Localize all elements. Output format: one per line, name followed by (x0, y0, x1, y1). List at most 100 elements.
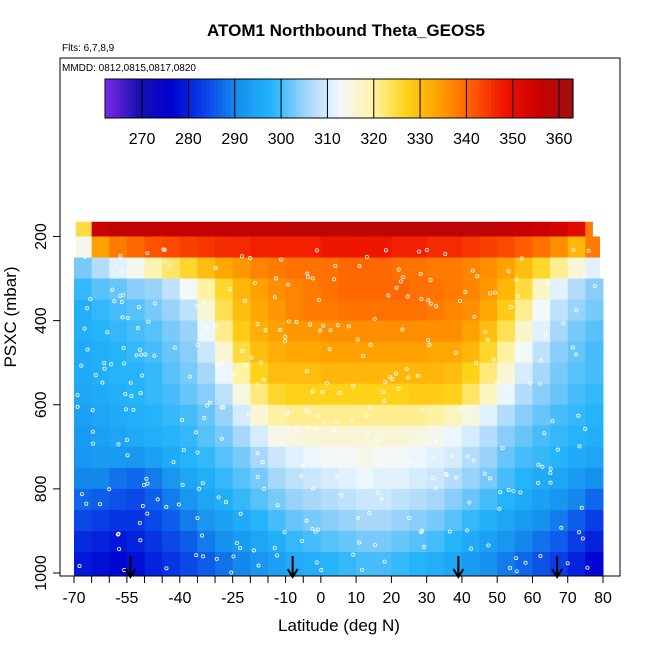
observation-point (418, 530, 423, 535)
heatmap-cell (91, 236, 110, 259)
observation-point (350, 417, 355, 422)
heatmap-cell (444, 341, 463, 364)
heatmap-cell (585, 341, 604, 364)
heatmap-cell (109, 488, 128, 511)
heatmap-cell (444, 446, 463, 469)
colorbar-segment (218, 79, 223, 118)
colorbar-segment (385, 79, 391, 118)
colorbar-segment (475, 79, 480, 118)
observation-point (500, 446, 505, 451)
heatmap-cell (215, 362, 234, 385)
colorbar-segment (452, 79, 457, 118)
heatmap-cell (215, 341, 234, 364)
heatmap-cell (479, 320, 498, 343)
colorbar-segment (159, 79, 165, 118)
observation-point (331, 277, 336, 282)
x-tick-label: 70 (559, 590, 577, 607)
colorbar-segment (144, 79, 149, 118)
heatmap-cell (320, 446, 339, 469)
heatmap-cell (426, 383, 445, 406)
heatmap-cell (197, 320, 216, 343)
colorbar-segment (335, 79, 340, 118)
heatmap-cell (356, 425, 375, 448)
heatmap-cell (356, 383, 375, 406)
observation-point (418, 271, 423, 276)
observation-point (100, 380, 105, 385)
heatmap-cell (550, 404, 569, 427)
observation-point (213, 323, 218, 328)
observation-point (244, 362, 249, 367)
heatmap-cell (532, 509, 551, 532)
heatmap-cell (144, 299, 163, 322)
heatmap-cell (391, 221, 410, 237)
x-tick-label: 80 (594, 590, 612, 607)
observation-point (405, 294, 410, 299)
heatmap-cell (409, 551, 428, 577)
heatmap-cell (585, 362, 604, 385)
heatmap-cell (444, 236, 463, 259)
observation-point (314, 560, 319, 565)
heatmap-cell (126, 488, 146, 511)
heatmap-cell (532, 299, 551, 322)
heatmap-cell (144, 341, 163, 364)
heatmap-cell (232, 425, 251, 448)
heatmap-cell (461, 341, 481, 364)
colorbar-segment (136, 79, 141, 118)
observation-point (311, 486, 316, 491)
heatmap-cell (250, 278, 269, 301)
observation-point (204, 403, 209, 408)
observation-point (125, 453, 130, 458)
colorbar-segment (549, 79, 555, 118)
heatmap-cell (126, 530, 146, 553)
observation-point (467, 500, 472, 505)
observation-point (537, 381, 542, 386)
heatmap-cell (514, 341, 533, 364)
heatmap-cell (126, 467, 146, 490)
observation-point (335, 323, 340, 328)
observation-point (355, 337, 360, 342)
observation-point (137, 520, 142, 525)
observation-point (430, 456, 435, 461)
observation-point (272, 545, 277, 550)
colorbar-segment (206, 79, 211, 118)
heatmap-cell (426, 404, 445, 427)
heatmap-cell (479, 488, 498, 511)
heatmap-cell (179, 362, 198, 385)
observation-point (262, 486, 267, 491)
heatmap-cell (267, 488, 287, 511)
colorbar-segment (128, 79, 133, 118)
heatmap-cell (391, 404, 410, 427)
observation-point (136, 305, 141, 310)
heatmap-cell (303, 530, 322, 553)
heatmap-cell (267, 530, 287, 553)
colorbar-segment (444, 79, 449, 118)
colorbar: 270 280 290 300 310 320 330 340 350 360 (104, 78, 574, 148)
x-tick-label: 10 (347, 590, 365, 607)
observation-point (124, 438, 129, 443)
heatmap-cell (126, 362, 146, 385)
heatmap-cell (303, 320, 322, 343)
heatmap-cell (479, 257, 498, 280)
heatmap-cell (514, 404, 533, 427)
heatmap-cell (532, 383, 551, 406)
heatmap-cell (144, 425, 163, 448)
x-tick-label: 30 (418, 590, 436, 607)
heatmap-cell (91, 299, 110, 322)
heatmap-cell (338, 467, 357, 490)
heatmap-cell (267, 425, 287, 448)
heatmap-cell (285, 221, 304, 237)
heatmap-cell (338, 299, 357, 322)
colorbar-segment (292, 79, 297, 118)
heatmap-cell (91, 257, 110, 280)
heatmap-cell (250, 221, 269, 237)
observation-point (487, 476, 492, 481)
heatmap-cell (532, 488, 551, 511)
heatmap-cell (550, 467, 569, 490)
observation-point (574, 308, 579, 313)
heatmap-cell (391, 509, 410, 532)
observation-point (117, 547, 122, 552)
observation-point (138, 347, 143, 352)
observation-point (263, 328, 268, 333)
heatmap-cell (179, 446, 198, 469)
